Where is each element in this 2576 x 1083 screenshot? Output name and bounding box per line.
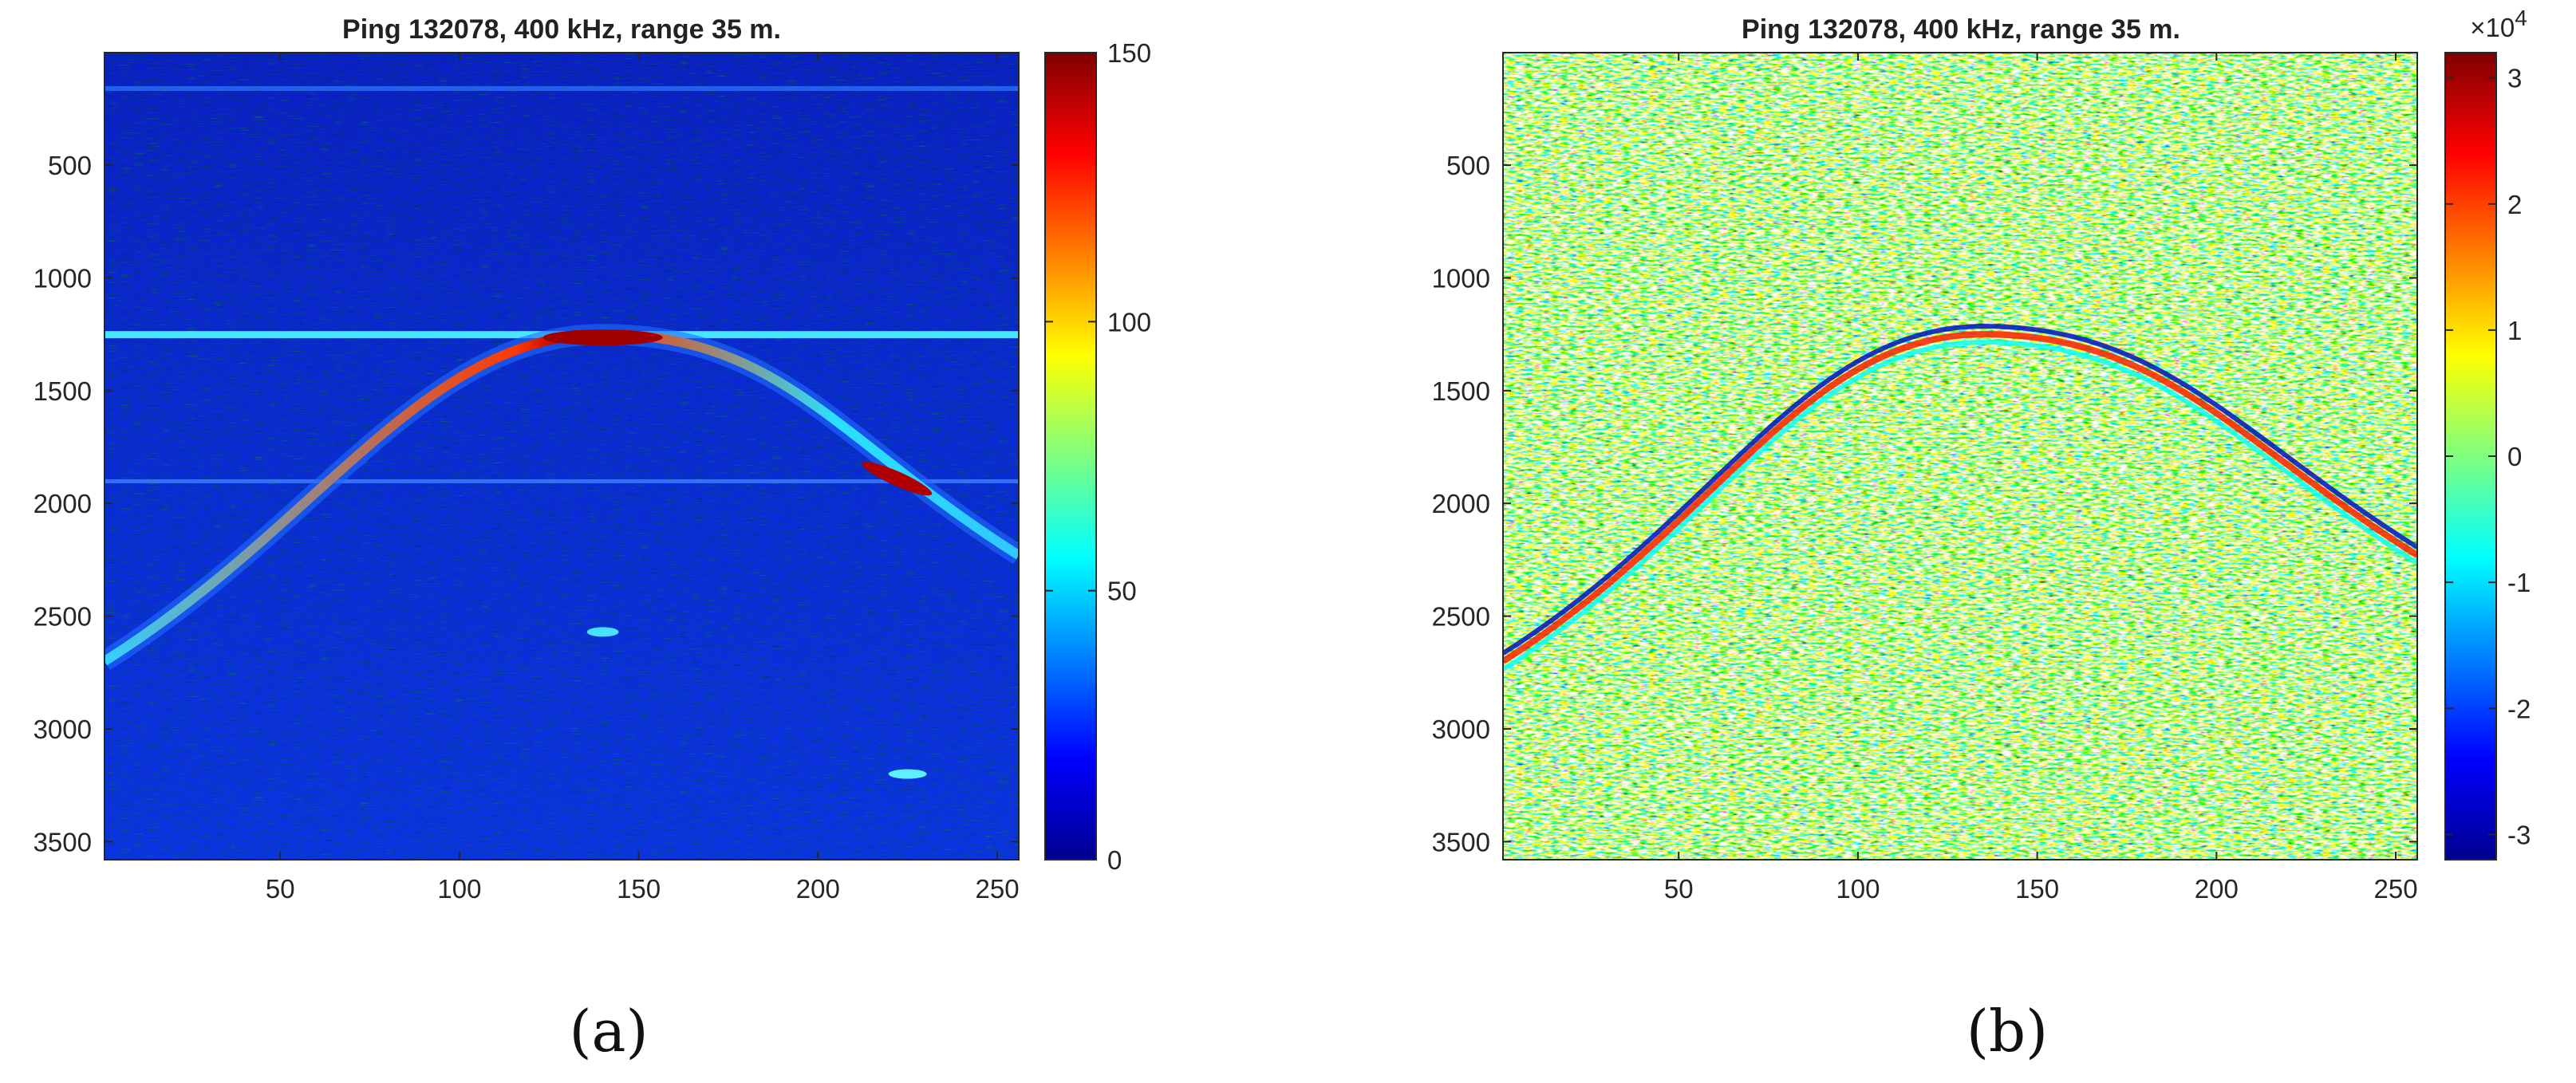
colorbar-tick-label: -3 xyxy=(2507,820,2531,849)
y-tick-label: 1500 xyxy=(34,376,92,406)
panel-b-heatmap xyxy=(1503,53,2417,860)
panel-a-axes-frame xyxy=(104,52,1020,860)
panel-a-colorbar-ticks: 0 50 100 150 xyxy=(1045,38,1151,875)
panel-a-label: (a) xyxy=(569,998,648,1065)
x-tick-label: 50 xyxy=(1664,874,1694,904)
y-tick-label: 2500 xyxy=(1432,602,1490,632)
panel-b-hyperbola-cyan xyxy=(1503,340,2417,671)
panel-b-hyperbola-red xyxy=(1503,331,2417,664)
panel-a-heatmap xyxy=(105,53,1019,860)
y-tick-label: 500 xyxy=(48,151,92,180)
x-tick-label: 200 xyxy=(2195,874,2239,904)
x-tick-label: 200 xyxy=(796,874,840,904)
panel-b-hyperbola-blue xyxy=(1503,324,2417,656)
panel-b-colorbar-exponent: ×104 xyxy=(2470,6,2527,42)
colorbar-tick-label: 2 xyxy=(2507,190,2522,219)
colorbar-tick-label: 0 xyxy=(2507,442,2522,471)
colorbar-tick-label: 0 xyxy=(1107,845,1122,875)
panel-b-colorbar xyxy=(2444,52,2497,860)
panel-a-echo-spot-1 xyxy=(586,627,619,637)
colorbar-tick-label: 1 xyxy=(2507,316,2522,345)
y-tick-label: 1500 xyxy=(1432,376,1490,406)
panel-a-colorbar xyxy=(1044,52,1097,860)
colorbar-tick-label: -2 xyxy=(2507,694,2531,723)
colorbar-tick-label: 3 xyxy=(2507,64,2522,93)
x-tick-label: 150 xyxy=(617,874,661,904)
panel-a-y-ticks: 500 1000 1500 2000 2500 3000 3500 xyxy=(34,151,1019,857)
panel-a-apex-hotspot xyxy=(542,329,663,346)
colorbar-tick-label: 150 xyxy=(1107,38,1151,68)
panel-a: Ping 132078, 400 kHz, range 35 m. 50 100 1… xyxy=(34,14,1151,1065)
panel-b-x-ticks: 50 100 150 200 250 xyxy=(1664,53,2418,904)
panel-a-right-hotspot xyxy=(862,461,933,496)
x-tick-label: 100 xyxy=(437,874,481,904)
x-tick-label: 250 xyxy=(976,874,1020,904)
x-tick-label: 50 xyxy=(266,874,295,904)
x-tick-label: 250 xyxy=(2374,874,2418,904)
x-tick-label: 100 xyxy=(1836,874,1880,904)
panel-a-title: Ping 132078, 400 kHz, range 35 m. xyxy=(342,14,781,45)
y-tick-label: 1000 xyxy=(34,263,92,293)
y-tick-label: 3500 xyxy=(1432,827,1490,857)
y-tick-label: 2000 xyxy=(34,489,92,518)
colorbar-tick-label: -1 xyxy=(2507,568,2531,597)
panel-b-axes-frame xyxy=(1502,52,2418,860)
colorbar-tick-label: 50 xyxy=(1107,577,1137,606)
colorbar-tick-label: 100 xyxy=(1107,307,1151,337)
x-tick-label: 150 xyxy=(2015,874,2059,904)
panel-b-colorbar-ticks: -3 -2 -1 0 1 2 3 xyxy=(2445,64,2531,849)
panel-b-y-ticks: 500 1000 1500 2000 2500 3000 3500 xyxy=(1432,151,2417,857)
y-tick-label: 3000 xyxy=(34,715,92,744)
panel-a-secondary-line xyxy=(105,478,1019,483)
y-tick-label: 2500 xyxy=(34,602,92,632)
panel-a-x-ticks: 50 100 150 200 250 xyxy=(266,53,1020,904)
panel-b-title: Ping 132078, 400 kHz, range 35 m. xyxy=(1742,14,2180,45)
panel-a-top-band xyxy=(105,86,1019,91)
y-tick-label: 500 xyxy=(1446,151,1490,180)
y-tick-label: 2000 xyxy=(1432,489,1490,518)
panel-b: Ping 132078, 400 kHz, range 35 m. 50 100 1… xyxy=(1432,6,2531,1065)
panel-b-label: (b) xyxy=(1967,998,2048,1065)
y-tick-label: 1000 xyxy=(1432,263,1490,293)
y-tick-label: 3000 xyxy=(1432,715,1490,744)
y-tick-label: 3500 xyxy=(34,827,92,857)
panel-a-echo-spot-2 xyxy=(888,769,927,779)
